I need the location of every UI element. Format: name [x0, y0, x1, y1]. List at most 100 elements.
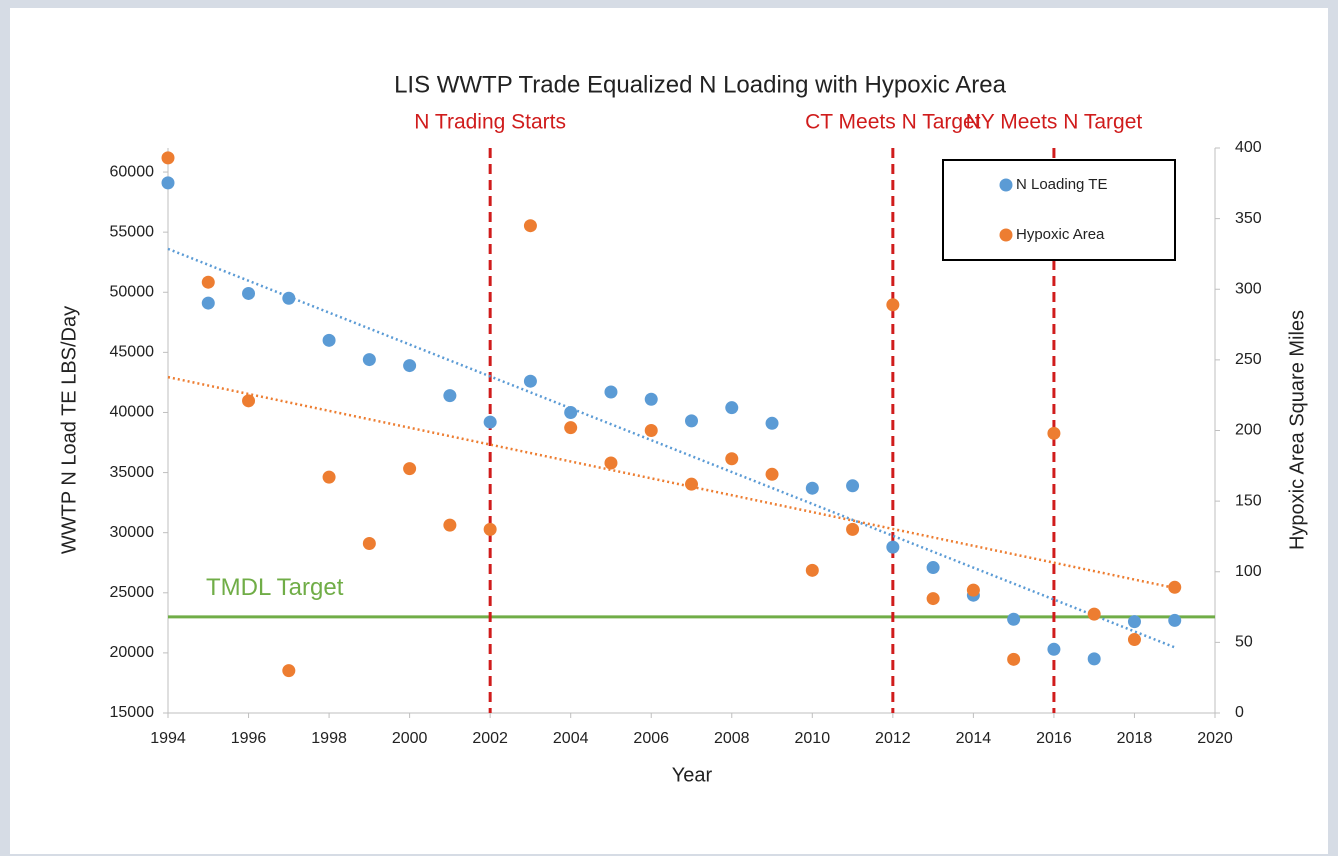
x-tick-label: 2006: [633, 730, 669, 747]
event-label: CT Meets N Target: [805, 111, 981, 134]
point: [685, 414, 698, 428]
point: [201, 275, 215, 289]
point: [564, 421, 578, 435]
x-tick-label: 2010: [795, 730, 831, 747]
y2-tick-label: 250: [1235, 351, 1262, 368]
point: [483, 415, 497, 429]
point: [403, 359, 417, 373]
point: [161, 151, 175, 165]
trendline: [167, 247, 1176, 649]
point: [242, 394, 256, 408]
point: [725, 401, 739, 415]
y2-tick-label: 150: [1235, 492, 1262, 509]
y-tick-label: 50000: [110, 283, 155, 300]
x-tick-label: 2012: [875, 730, 911, 747]
point: [966, 583, 980, 597]
point: [1047, 426, 1061, 440]
point: [1047, 642, 1061, 656]
point: [483, 522, 497, 536]
y2-tick-label: 350: [1235, 210, 1262, 227]
point: [523, 219, 537, 233]
legend-box: [942, 159, 1176, 261]
event-label: N Trading Starts: [414, 111, 566, 134]
y-tick-label: 45000: [110, 344, 155, 361]
x-tick-label: 2002: [472, 730, 508, 747]
point: [1168, 613, 1182, 627]
point: [604, 385, 618, 399]
x-tick-label: 2008: [714, 730, 750, 747]
x-tick-label: 2020: [1197, 730, 1233, 747]
point: [362, 353, 376, 367]
point: [1127, 615, 1141, 629]
point: [926, 592, 940, 606]
point: [362, 537, 376, 550]
legend-label: Hypoxic Area: [1016, 226, 1105, 243]
point: [1087, 652, 1101, 666]
point: [725, 452, 739, 466]
x-tick-label: 2004: [553, 730, 589, 747]
point: [322, 470, 336, 484]
point: [403, 462, 417, 476]
x-tick-label: 2016: [1036, 730, 1072, 747]
y-tick-label: 25000: [110, 584, 155, 601]
point: [886, 298, 900, 312]
point: [926, 561, 940, 575]
point: [443, 518, 457, 532]
y2-tick-label: 400: [1235, 139, 1262, 156]
point: [322, 333, 336, 347]
y2-tick-label: 200: [1235, 422, 1262, 439]
y-tick-label: 60000: [110, 163, 155, 180]
point: [564, 405, 578, 419]
y-tick-label: 15000: [110, 704, 155, 721]
y-tick-label: 55000: [110, 223, 155, 240]
point: [604, 456, 618, 470]
y-tick-label: 30000: [110, 524, 155, 541]
point: [805, 563, 819, 577]
x-tick-label: 1996: [231, 730, 267, 747]
y-tick-label: 35000: [110, 464, 155, 481]
point: [201, 296, 215, 310]
point: [443, 389, 457, 403]
y-axis-label: WWTP N Load TE LBS/Day: [58, 306, 80, 554]
y2-tick-label: 100: [1235, 563, 1262, 580]
legend-marker: [999, 228, 1013, 242]
chart-panel: [10, 8, 1328, 854]
y2-axis-label: Hypoxic Area Square Miles: [1286, 310, 1308, 550]
target-label: TMDL Target: [206, 574, 344, 601]
x-tick-label: 1998: [311, 730, 347, 747]
point: [1007, 612, 1021, 626]
x-tick-label: 2014: [956, 730, 992, 747]
point: [846, 479, 860, 493]
x-axis-label: Year: [672, 764, 713, 786]
point: [242, 286, 256, 300]
point: [1007, 652, 1021, 666]
point: [161, 176, 175, 190]
point: [685, 477, 698, 491]
point: [1127, 633, 1141, 647]
point: [282, 664, 296, 678]
x-tick-label: 2018: [1117, 730, 1153, 747]
point: [765, 467, 779, 481]
y-tick-label: 40000: [110, 404, 155, 421]
point: [1168, 580, 1182, 594]
y2-tick-label: 50: [1235, 634, 1253, 651]
y2-tick-label: 0: [1235, 704, 1244, 721]
point: [805, 481, 819, 495]
x-tick-label: 1994: [150, 730, 186, 747]
y-tick-label: 20000: [110, 644, 155, 661]
chart-title: LIS WWTP Trade Equalized N Loading with …: [394, 71, 1007, 98]
legend-marker: [999, 178, 1013, 192]
event-label: NY Meets N Target: [966, 111, 1143, 134]
point: [886, 540, 900, 554]
point: [523, 374, 537, 388]
point: [1087, 607, 1101, 621]
point: [846, 522, 860, 536]
legend-label: N Loading TE: [1016, 176, 1107, 193]
x-tick-label: 2000: [392, 730, 428, 747]
point: [282, 291, 296, 305]
point: [644, 424, 658, 437]
point: [644, 392, 658, 406]
y2-tick-label: 300: [1235, 280, 1262, 297]
